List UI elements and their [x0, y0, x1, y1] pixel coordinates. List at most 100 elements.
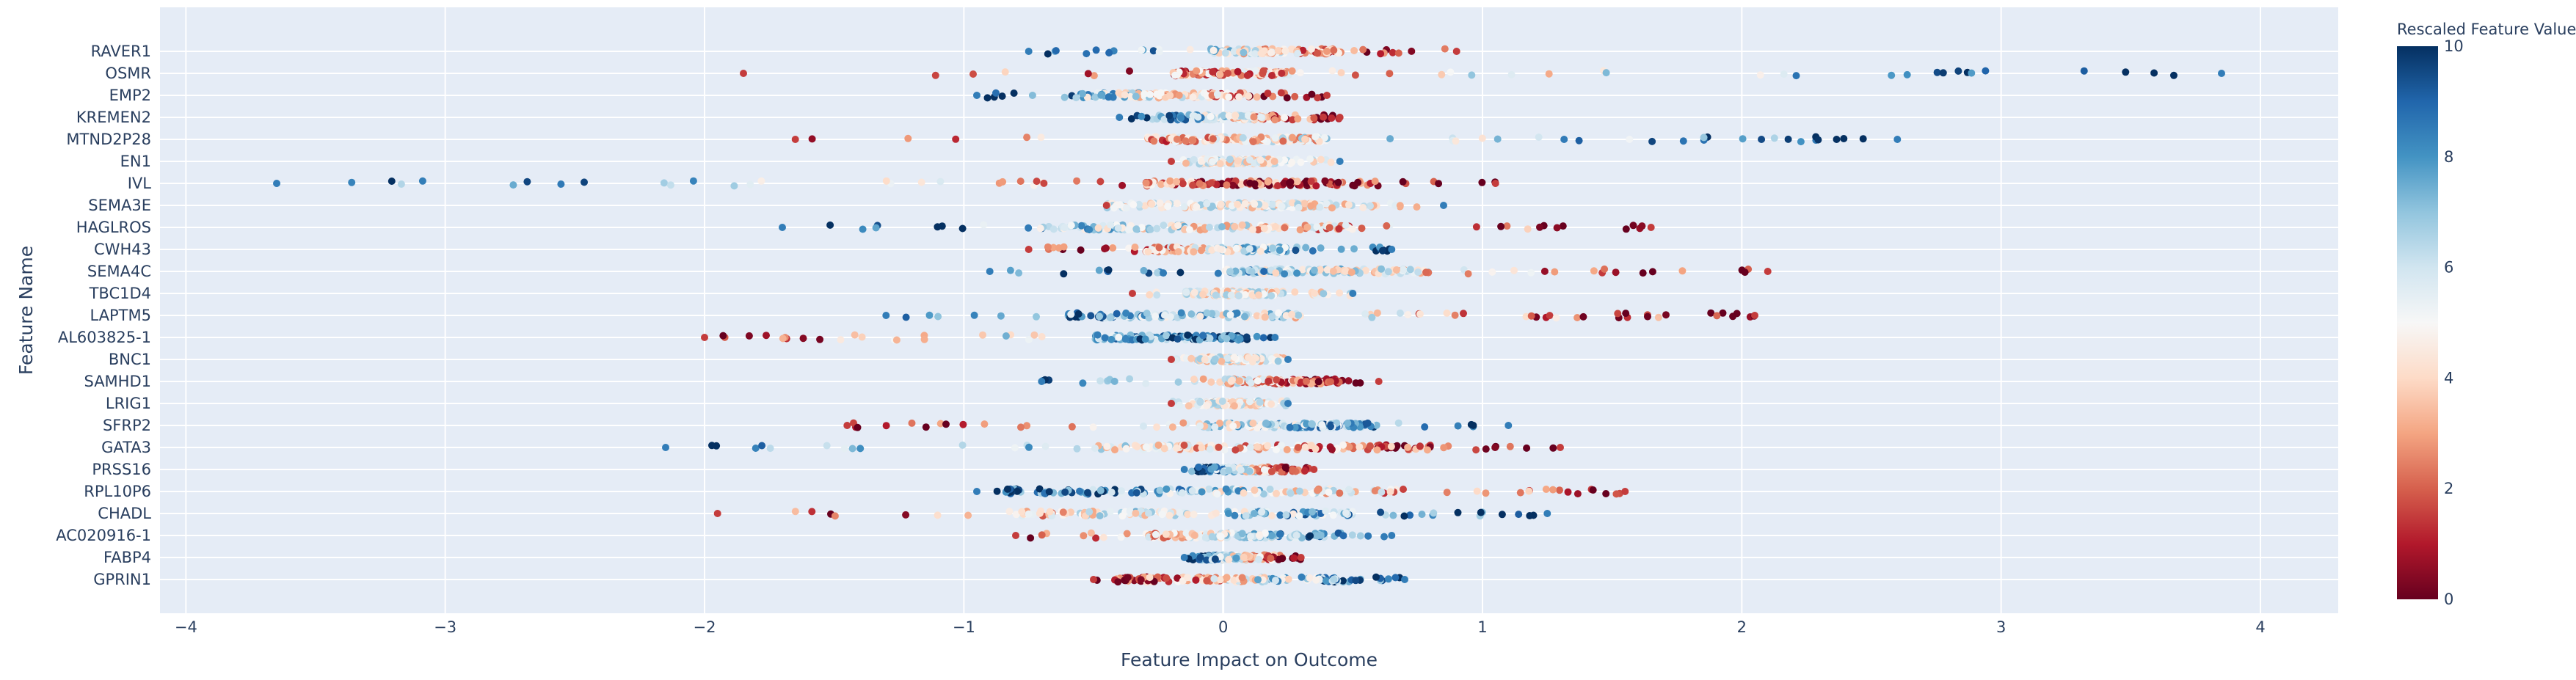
data-point: [1224, 69, 1231, 77]
data-point: [1109, 244, 1117, 252]
data-point: [1211, 555, 1219, 563]
data-point: [1542, 486, 1550, 493]
data-point: [1074, 310, 1083, 318]
data-point: [1281, 47, 1289, 55]
data-point: [1208, 202, 1216, 211]
data-point: [1114, 578, 1122, 586]
data-point: [1165, 111, 1174, 120]
data-point: [1488, 268, 1496, 276]
data-point: [1318, 421, 1326, 429]
data-point: [1196, 422, 1204, 430]
data-point: [1163, 574, 1171, 582]
data-point: [1352, 379, 1360, 387]
data-point: [1334, 178, 1342, 186]
data-point: [1143, 310, 1151, 318]
data-point: [1261, 529, 1269, 537]
data-point: [1391, 574, 1400, 582]
data-point: [1327, 423, 1334, 431]
data-point: [964, 511, 972, 519]
data-point: [1237, 180, 1245, 189]
data-point: [1288, 199, 1296, 207]
data-point: [1180, 554, 1188, 561]
data-point: [1094, 331, 1102, 339]
data-point: [766, 445, 774, 453]
data-point: [1337, 245, 1345, 253]
data-point: [1342, 509, 1350, 517]
y-tick-label: IVL: [128, 175, 152, 192]
data-point: [1240, 247, 1248, 255]
data-point: [1797, 138, 1805, 146]
data-point: [1626, 136, 1634, 143]
y-tick-label: SEMA3E: [88, 197, 151, 214]
data-point: [1036, 509, 1044, 517]
data-point: [1267, 555, 1275, 562]
data-point: [1770, 134, 1778, 142]
data-point: [1153, 291, 1161, 299]
data-point: [1336, 114, 1344, 121]
data-point: [1356, 532, 1364, 540]
data-point: [1199, 375, 1207, 383]
y-tick-label: CHADL: [98, 505, 151, 522]
data-point: [1322, 577, 1330, 585]
data-point: [1443, 309, 1451, 317]
data-point: [1281, 224, 1289, 232]
data-point: [1344, 419, 1352, 427]
data-point: [1447, 68, 1455, 76]
data-point: [936, 178, 945, 186]
data-point: [1286, 423, 1294, 431]
data-point: [1460, 310, 1467, 318]
data-point: [666, 181, 674, 189]
data-point: [1451, 311, 1459, 319]
data-point: [1162, 530, 1170, 538]
data-point: [1251, 486, 1259, 494]
data-point: [1276, 530, 1284, 538]
y-tick-label: TBC1D4: [89, 285, 151, 302]
data-point: [1136, 335, 1144, 343]
data-point: [1016, 178, 1025, 186]
data-point: [1247, 379, 1255, 387]
data-point: [1294, 444, 1302, 451]
data-point: [1281, 156, 1289, 164]
data-point: [1276, 511, 1284, 519]
data-point: [1321, 134, 1328, 142]
data-point: [1237, 111, 1245, 120]
data-point: [1249, 226, 1256, 233]
data-point: [1408, 47, 1416, 55]
data-point: [1507, 70, 1516, 78]
data-point: [969, 70, 977, 78]
data-point: [1345, 486, 1353, 494]
data-point: [1352, 577, 1360, 585]
x-tick-label: 1: [1477, 618, 1487, 636]
data-point: [1330, 575, 1338, 583]
data-point: [1140, 422, 1147, 430]
data-point: [1238, 574, 1246, 582]
data-point: [1394, 49, 1402, 57]
y-tick-label: LRIG1: [106, 395, 151, 412]
data-point: [1275, 555, 1283, 563]
data-point: [1156, 486, 1164, 494]
data-point: [1700, 134, 1708, 142]
data-point: [1231, 111, 1240, 120]
data-point: [1187, 354, 1196, 362]
data-point: [1260, 466, 1268, 474]
data-point: [581, 178, 588, 186]
data-point: [2150, 69, 2158, 77]
data-point: [1284, 400, 1292, 407]
data-point: [1240, 553, 1248, 561]
data-point: [1336, 158, 1344, 165]
data-point: [1237, 466, 1245, 474]
data-point: [1325, 489, 1333, 496]
data-point: [388, 178, 396, 185]
data-point: [1758, 136, 1766, 143]
data-point: [1549, 444, 1557, 452]
data-point: [1589, 486, 1597, 494]
data-point: [1216, 160, 1224, 168]
data-point: [1416, 310, 1424, 318]
data-point: [1215, 443, 1223, 451]
data-point: [1103, 442, 1111, 450]
data-point: [1510, 266, 1518, 274]
colorbar-tick-label: 6: [2444, 259, 2453, 277]
data-point: [998, 92, 1006, 100]
data-point: [1194, 113, 1202, 121]
data-point: [1421, 423, 1429, 431]
